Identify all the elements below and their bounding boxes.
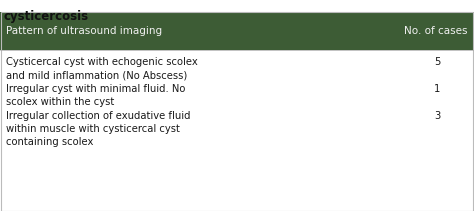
Text: Pattern of ultrasound imaging: Pattern of ultrasound imaging xyxy=(6,26,162,36)
Text: cysticercosis: cysticercosis xyxy=(4,10,89,23)
Text: 5: 5 xyxy=(434,57,440,67)
Text: No. of cases: No. of cases xyxy=(404,26,468,36)
Text: Cysticercal cyst with echogenic scolex
and mild inflammation (No Abscess): Cysticercal cyst with echogenic scolex a… xyxy=(6,57,198,80)
Text: 1: 1 xyxy=(434,84,440,94)
Bar xyxy=(0,12,474,50)
Text: Irregular collection of exudative fluid
within muscle with cysticercal cyst
cont: Irregular collection of exudative fluid … xyxy=(6,111,191,147)
Text: Irregular cyst with minimal fluid. No
scolex within the cyst: Irregular cyst with minimal fluid. No sc… xyxy=(6,84,185,107)
Text: 3: 3 xyxy=(434,111,440,121)
